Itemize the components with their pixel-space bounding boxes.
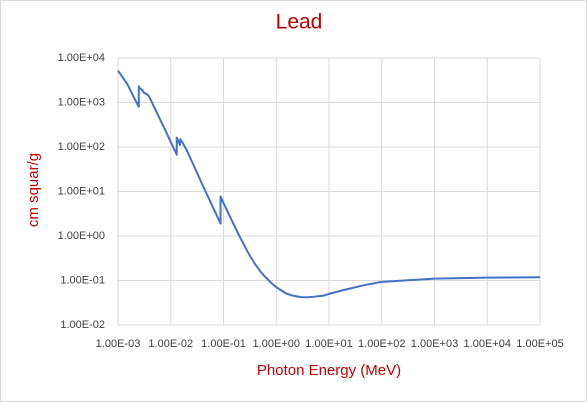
y-tick-label: 1.00E+01 <box>58 185 105 197</box>
y-tick-label: 1.00E+02 <box>58 141 105 153</box>
x-tick-label: 1.00E-03 <box>96 338 141 350</box>
y-tick-label: 1.00E+04 <box>58 52 105 64</box>
x-tick-label: 1.00E+00 <box>253 338 300 350</box>
x-tick-label: 1.00E+04 <box>464 338 511 350</box>
x-tick-label: 1.00E+05 <box>516 338 563 350</box>
x-tick-label: 1.00E+01 <box>305 338 352 350</box>
y-tick-label: 1.00E-01 <box>60 274 105 286</box>
x-axis-title: Photon Energy (MeV) <box>257 362 401 379</box>
x-tick-label: 1.00E-02 <box>148 338 193 350</box>
x-tick-label: 1.00E-01 <box>201 338 246 350</box>
y-axis-title: cm squar/g <box>25 153 42 227</box>
y-tick-label: 1.00E+00 <box>58 230 105 242</box>
x-tick-label: 1.00E+02 <box>358 338 405 350</box>
chart-title: Lead <box>276 11 323 34</box>
y-tick-label: 1.00E-02 <box>60 319 105 331</box>
y-tick-label: 1.00E+03 <box>58 96 105 108</box>
data-line <box>117 70 541 299</box>
x-tick-label: 1.00E+03 <box>411 338 458 350</box>
